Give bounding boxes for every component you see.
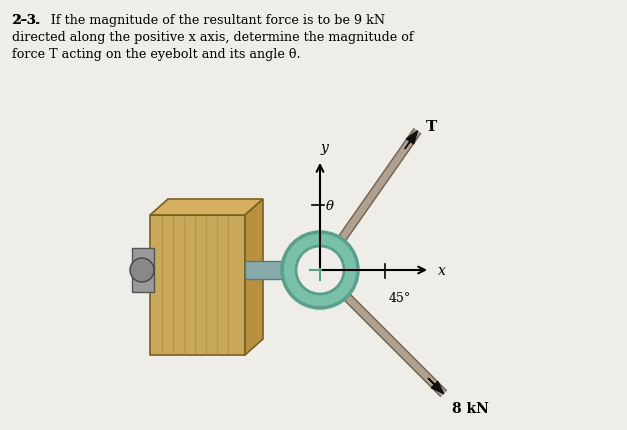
Bar (150, 215, 245, 355)
Text: 2–3.: 2–3. (12, 14, 40, 27)
Circle shape (130, 258, 154, 282)
Circle shape (296, 246, 344, 294)
Polygon shape (150, 199, 263, 215)
Text: θ: θ (326, 200, 334, 212)
Text: T: T (426, 120, 437, 134)
Text: 2–3.   If the magnitude of the resultant force is to be 9 kN: 2–3. If the magnitude of the resultant f… (12, 14, 385, 27)
Text: x: x (438, 264, 446, 278)
FancyArrow shape (405, 131, 418, 149)
Text: y: y (320, 141, 328, 155)
Text: 45°: 45° (389, 292, 411, 305)
Bar (300, 265, 325, 275)
Circle shape (282, 232, 358, 308)
FancyArrow shape (428, 378, 444, 394)
Text: directed along the positive x axis, determine the magnitude of: directed along the positive x axis, dete… (12, 31, 414, 44)
Text: force T acting on the eyebolt and its angle θ.: force T acting on the eyebolt and its an… (12, 48, 300, 61)
Text: 8 kN: 8 kN (451, 402, 488, 416)
Bar (245, 261, 320, 279)
Bar (132, 248, 154, 292)
Polygon shape (245, 199, 263, 355)
